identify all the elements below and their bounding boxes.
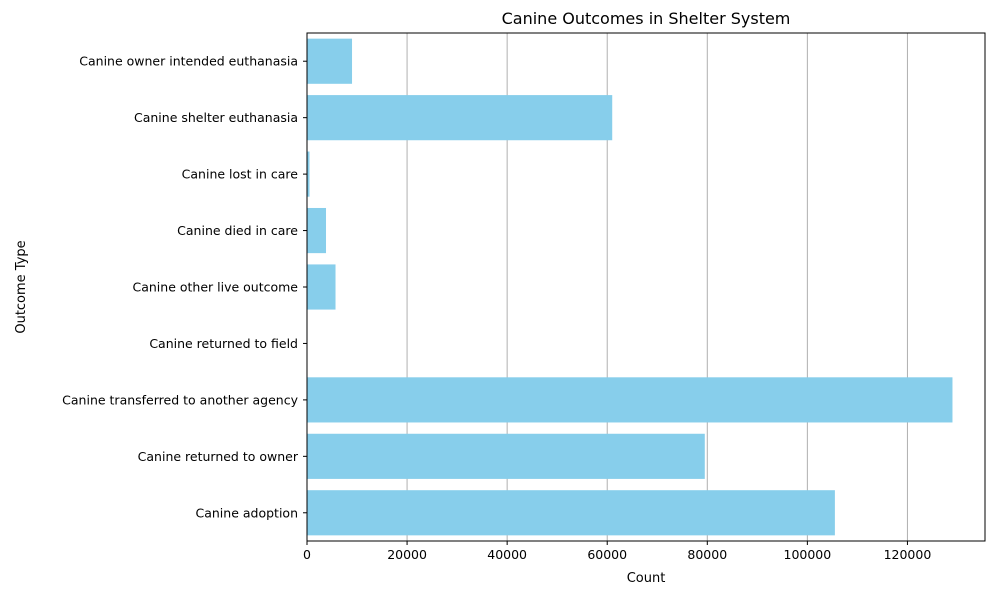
bar-9: [307, 38, 353, 84]
y-axis-label: Outcome Type: [14, 240, 29, 333]
y-tick-label: Canine adoption: [196, 505, 299, 520]
y-tick-label: Canine other live outcome: [132, 280, 298, 295]
y-tick-label: Canine owner intended euthanasia: [79, 54, 298, 69]
x-axis-label: Count: [627, 571, 666, 586]
y-tick-label: Canine lost in care: [182, 167, 299, 182]
x-tick-label: 40000: [487, 547, 527, 562]
bar-3: [307, 377, 953, 423]
x-tick-label: 60000: [587, 547, 627, 562]
bar-6: [307, 207, 327, 254]
y-tick-label: Canine died in care: [177, 223, 298, 238]
x-tick-label: 120000: [884, 547, 932, 562]
x-axis-ticks: 0 20000 40000 60000 80000 100000 120000: [303, 541, 931, 562]
bar-8: [307, 95, 613, 141]
y-tick-label: Canine returned to field: [149, 336, 298, 351]
bar-7: [307, 151, 310, 197]
x-tick-label: 100000: [784, 547, 832, 562]
bar-5: [307, 264, 336, 310]
bar-1: [307, 490, 835, 536]
x-tick-label: 80000: [687, 547, 727, 562]
bar-2: [307, 433, 705, 479]
chart-title: Canine Outcomes in Shelter System: [502, 9, 791, 28]
y-axis-ticks: Canine adoption Canine returned to owner C…: [62, 54, 307, 520]
y-tick-label: Canine shelter euthanasia: [134, 110, 298, 125]
x-tick-label: 20000: [387, 547, 427, 562]
y-tick-label: Canine returned to owner: [138, 449, 299, 464]
y-tick-label: Canine transferred to another agency: [62, 392, 298, 407]
bars: [307, 38, 953, 536]
x-tick-label: 0: [303, 547, 311, 562]
